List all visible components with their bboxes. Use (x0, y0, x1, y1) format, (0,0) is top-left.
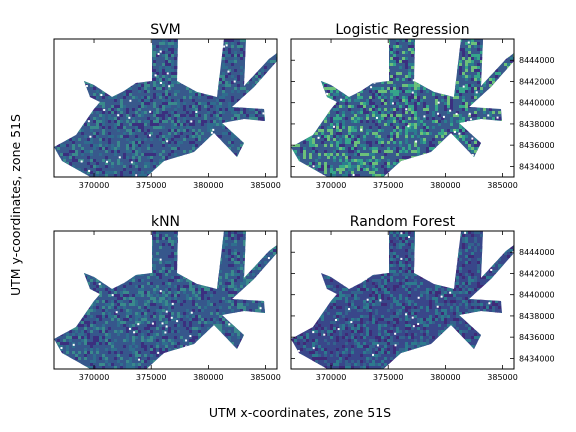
plot-frame (290, 230, 515, 370)
plot-frame (290, 38, 515, 178)
plot-frame (53, 38, 278, 178)
x-tick-label: 370000 (79, 181, 110, 190)
figure-x-axis-label: UTM x-coordinates, zone 51S (209, 405, 391, 420)
y-tick-label: 8440000 (519, 291, 555, 300)
y-tick-label: 8442000 (519, 77, 555, 86)
panel-title: kNN (151, 214, 180, 230)
y-tick-label: 8436000 (519, 141, 555, 150)
x-tick-label: 375000 (373, 373, 404, 382)
plot-frame (53, 230, 278, 370)
panel-svm: SVM 370000 375000 380000 385000 (53, 22, 281, 190)
panel-title: Logistic Regression (335, 22, 469, 38)
x-tick-label: 375000 (373, 181, 404, 190)
x-tick-label: 370000 (316, 181, 347, 190)
x-axis-ticks: 370000 375000 380000 385000 (79, 231, 281, 382)
x-axis-ticks: 370000 375000 380000 385000 (316, 231, 518, 382)
y-tick-label: 8434000 (519, 162, 555, 171)
y-axis-ticks: 8434000 8436000 8438000 8440000 8442000 84440… (291, 56, 555, 171)
x-tick-label: 375000 (136, 181, 167, 190)
y-tick-label: 8438000 (519, 120, 555, 129)
panel-logistic-regression: Logistic Regression 370000 375000 380000 38… (290, 22, 555, 190)
y-tick-label: 8444000 (519, 56, 555, 65)
panel-title: Random Forest (350, 214, 456, 230)
x-axis-ticks: 370000 375000 380000 385000 (316, 39, 518, 190)
y-axis-ticks: 8434000 8436000 8438000 8440000 8442000 84440… (291, 248, 555, 363)
x-tick-label: 380000 (193, 373, 224, 382)
figure-y-axis-label: UTM y-coordinates, zone 51S (8, 114, 23, 296)
x-tick-label: 370000 (79, 373, 110, 382)
x-tick-label: 385000 (250, 373, 281, 382)
x-axis-ticks: 370000 375000 380000 385000 (79, 39, 281, 190)
y-tick-label: 8438000 (519, 312, 555, 321)
x-tick-label: 385000 (487, 373, 518, 382)
x-tick-label: 375000 (136, 373, 167, 382)
x-tick-label: 370000 (316, 373, 347, 382)
x-tick-label: 380000 (430, 373, 461, 382)
x-tick-label: 380000 (193, 181, 224, 190)
panel-title: SVM (150, 22, 181, 38)
x-tick-label: 380000 (430, 181, 461, 190)
x-tick-label: 385000 (250, 181, 281, 190)
y-tick-label: 8434000 (519, 354, 555, 363)
x-tick-label: 385000 (487, 181, 518, 190)
panel-random-forest: Random Forest 370000 375000 380000 385000 8… (290, 214, 555, 382)
y-tick-label: 8442000 (519, 269, 555, 278)
panel-knn: kNN 370000 375000 380000 385000 (53, 214, 281, 382)
y-tick-label: 8440000 (519, 99, 555, 108)
y-tick-label: 8444000 (519, 248, 555, 257)
y-tick-label: 8436000 (519, 333, 555, 342)
